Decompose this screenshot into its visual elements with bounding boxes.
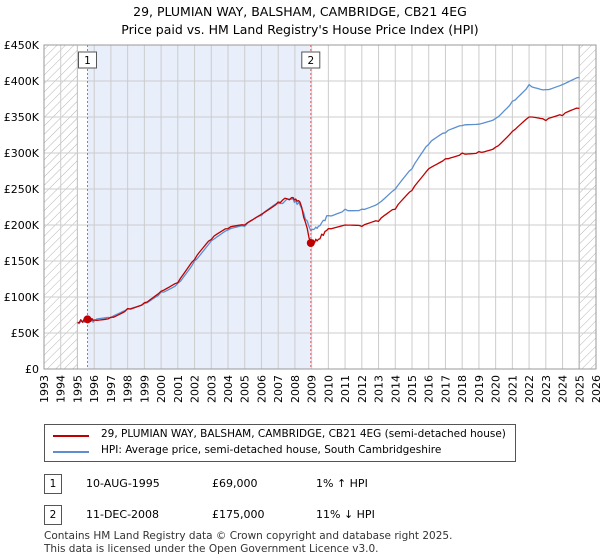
- no-data-hatch: [579, 45, 596, 369]
- footer-license: This data is licensed under the Open Gov…: [44, 543, 379, 555]
- plot-frame: [43, 44, 597, 370]
- legend-label-hpi: HPI: Average price, semi-detached house,…: [101, 444, 442, 456]
- y-tick-label: £0: [25, 363, 39, 376]
- x-tick-label: 2015: [406, 375, 419, 403]
- x-tick-label: 2020: [490, 375, 503, 403]
- sale-price: £175,000: [212, 508, 265, 521]
- x-tick-label: 2011: [339, 375, 352, 403]
- x-tick-label: 2007: [272, 375, 285, 403]
- x-tick-label: 1999: [138, 375, 151, 403]
- x-tick-label: 1998: [122, 375, 135, 403]
- chart-legend: 29, PLUMIAN WAY, BALSHAM, CAMBRIDGE, CB2…: [44, 424, 516, 462]
- x-tick-label: 2017: [439, 375, 452, 403]
- x-tick-label: 1997: [105, 375, 118, 403]
- x-tick-label: 2005: [239, 375, 252, 403]
- sale-hpi-diff: 11% ↓ HPI: [316, 508, 375, 521]
- sale-point: [306, 239, 315, 247]
- sale-hpi-diff: 1% ↑ HPI: [316, 477, 368, 490]
- x-tick-label: 2024: [557, 375, 570, 403]
- x-tick-label: 2000: [155, 375, 168, 403]
- legend-swatch-property: [53, 435, 89, 437]
- x-tick-label: 2008: [289, 375, 302, 403]
- x-tick-label: 2006: [255, 375, 268, 403]
- chart-subtitle: Price paid vs. HM Land Registry's House …: [121, 22, 479, 37]
- y-tick-label: £150K: [4, 255, 40, 268]
- x-tick-label: 1993: [38, 375, 51, 403]
- sale-row: 1 10-AUG-1995 £69,000 1% ↑ HPI: [0, 474, 600, 496]
- sale-period-band: [87, 45, 311, 369]
- x-tick-label: 1995: [71, 375, 84, 403]
- legend-label-property: 29, PLUMIAN WAY, BALSHAM, CAMBRIDGE, CB2…: [101, 428, 506, 440]
- chart-title: 29, PLUMIAN WAY, BALSHAM, CAMBRIDGE, CB2…: [133, 4, 467, 19]
- x-tick-label: 1994: [55, 375, 68, 403]
- x-tick-label: 2003: [205, 375, 218, 403]
- sale-number-badge: 2: [44, 505, 62, 525]
- x-tick-label: 2016: [423, 375, 436, 403]
- y-tick-label: £250K: [4, 183, 40, 196]
- x-tick-label: 2021: [506, 375, 519, 403]
- y-tick-label: £300K: [4, 147, 40, 160]
- x-tick-label: 2022: [523, 375, 536, 403]
- x-tick-label: 1996: [88, 375, 101, 403]
- x-tick-label: 2001: [172, 375, 185, 403]
- y-tick-label: £450K: [4, 39, 40, 52]
- x-tick-label: 2013: [373, 375, 386, 403]
- x-tick-label: 2012: [356, 375, 369, 403]
- x-tick-label: 2004: [222, 375, 235, 403]
- sale-marker-box: [77, 51, 97, 69]
- y-tick-label: £400K: [4, 75, 40, 88]
- x-tick-label: 2018: [456, 375, 469, 403]
- sale-row: 2 11-DEC-2008 £175,000 11% ↓ HPI: [0, 505, 600, 527]
- y-tick-label: £100K: [4, 291, 40, 304]
- x-tick-label: 2025: [573, 375, 586, 403]
- sale-number-badge: 1: [44, 474, 62, 494]
- x-tick-label: 2002: [189, 375, 202, 403]
- x-tick-label: 2019: [473, 375, 486, 403]
- sale-date: 11-DEC-2008: [86, 508, 160, 521]
- sale-date: 10-AUG-1995: [86, 477, 160, 490]
- x-tick-label: 2009: [306, 375, 319, 403]
- y-tick-label: £50K: [11, 327, 40, 340]
- sale-marker-label: 2: [307, 55, 314, 67]
- price-chart: 1 2 £0 £50K £100K £150K £200K £250K £300K £350K £…: [4, 39, 600, 403]
- x-tick-label: 2010: [322, 375, 335, 403]
- sale-point: [83, 315, 92, 324]
- sale-marker-label: 1: [84, 55, 91, 67]
- legend-swatch-hpi: [53, 451, 89, 453]
- y-tick-label: £200K: [4, 219, 40, 232]
- x-tick-label: 2014: [389, 375, 402, 403]
- x-tick-label: 2023: [540, 375, 553, 403]
- series-line: [77, 76, 580, 325]
- footer-copyright: Contains HM Land Registry data © Crown c…: [44, 530, 453, 542]
- y-tick-label: £350K: [4, 111, 40, 124]
- x-tick-label: 2026: [590, 375, 600, 403]
- sale-price: £69,000: [212, 477, 258, 490]
- sale-marker-box: [301, 51, 321, 69]
